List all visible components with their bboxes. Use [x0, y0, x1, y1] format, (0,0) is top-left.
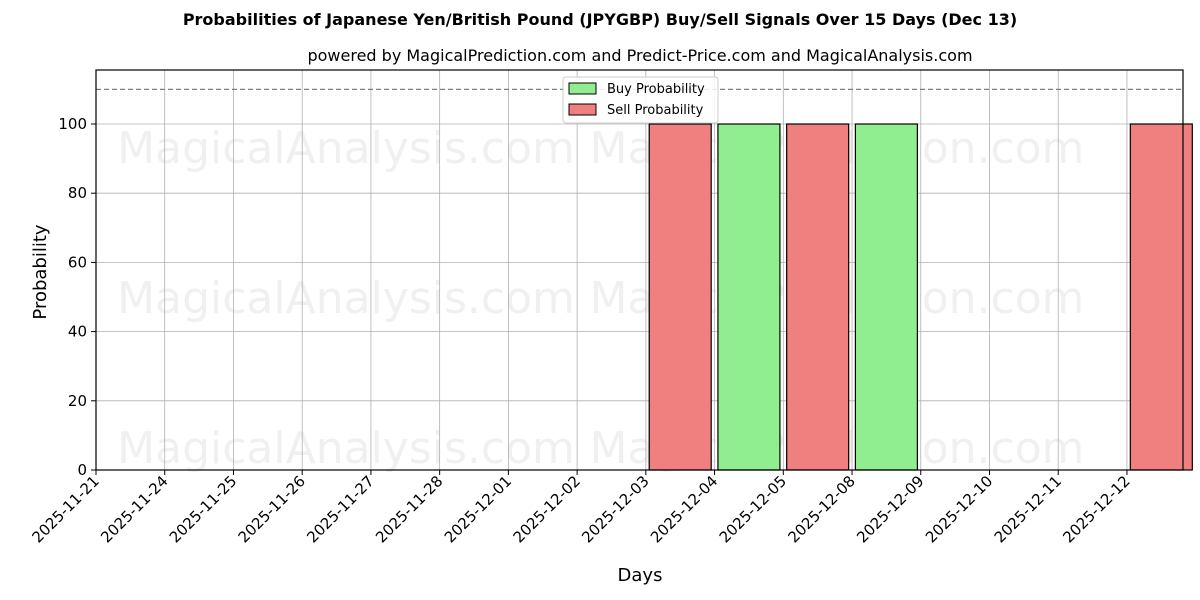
y-tick-label: 20 [68, 392, 87, 410]
y-axis-label: Probability [30, 224, 51, 319]
x-tick-label: 2025-12-02 [510, 472, 584, 546]
legend-swatch-sell [568, 103, 597, 116]
legend-label-sell: Sell Probability [607, 103, 704, 118]
x-tick-label: 2025-12-08 [784, 472, 858, 546]
chart-subtitle: powered by MagicalPrediction.com and Pre… [307, 46, 973, 65]
x-tick-label: 2025-12-03 [578, 472, 652, 546]
x-tick-label: 2025-12-11 [991, 472, 1065, 546]
watermark: MagicalAnalysis.com [117, 423, 575, 474]
x-tick-label: 2025-12-01 [441, 472, 515, 546]
bar-buy-probability [717, 123, 781, 471]
bar-sell-probability [786, 123, 850, 471]
chart-title: Probabilities of Japanese Yen/British Po… [182, 10, 1018, 29]
x-tick-label: 2025-11-27 [303, 472, 377, 546]
legend-label-buy: Buy Probability [607, 82, 705, 97]
watermark: MagicalAnalysis.com [117, 273, 575, 324]
x-tick-label: 2025-12-05 [716, 472, 790, 546]
x-axis-label: Days [618, 565, 663, 586]
y-tick-label: 0 [77, 461, 87, 479]
bar-sell-probability [1129, 123, 1193, 471]
legend-swatch-buy [568, 82, 597, 95]
x-tick-label: 2025-11-26 [235, 472, 309, 546]
watermark: MagicalAnalysis.com [117, 123, 575, 174]
y-tick-label: 40 [68, 323, 87, 341]
x-tick-label: 2025-11-21 [28, 472, 102, 546]
x-tick-label: 2025-11-25 [166, 472, 240, 546]
plot-frame [95, 69, 1184, 471]
y-tick-label: 100 [58, 115, 87, 133]
x-tick-label: 2025-12-12 [1059, 472, 1133, 546]
bar-buy-probability [854, 123, 918, 471]
x-tick-label: 2025-11-24 [97, 472, 171, 546]
x-tick-label: 2025-12-10 [922, 472, 996, 546]
y-tick-label: 80 [68, 184, 87, 202]
y-tick-label: 60 [68, 253, 87, 271]
x-tick-label: 2025-12-09 [853, 472, 927, 546]
x-tick-label: 2025-12-04 [647, 472, 721, 546]
x-tick-label: 2025-11-28 [372, 472, 446, 546]
bar-sell-probability [648, 123, 712, 471]
legend-box [562, 76, 719, 124]
